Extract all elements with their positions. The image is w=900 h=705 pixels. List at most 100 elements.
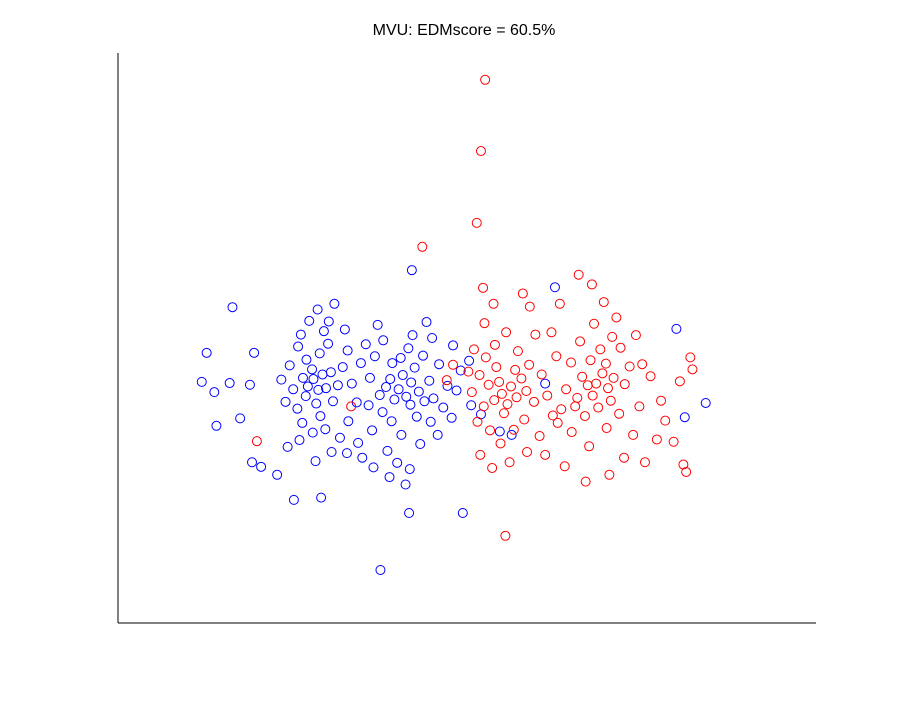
point bbox=[628, 429, 639, 440]
point bbox=[386, 416, 397, 427]
point bbox=[645, 371, 656, 382]
point bbox=[346, 378, 357, 389]
point bbox=[401, 391, 412, 402]
point bbox=[700, 397, 711, 408]
point bbox=[556, 404, 567, 415]
point bbox=[374, 390, 385, 400]
point bbox=[478, 401, 489, 412]
point bbox=[425, 416, 436, 427]
point bbox=[315, 411, 326, 422]
point bbox=[249, 347, 260, 358]
point bbox=[393, 384, 404, 395]
point bbox=[455, 365, 466, 376]
point bbox=[364, 372, 375, 383]
point bbox=[295, 329, 306, 340]
point bbox=[524, 301, 535, 312]
point bbox=[297, 417, 308, 428]
point bbox=[288, 384, 299, 395]
point bbox=[504, 457, 515, 468]
point bbox=[566, 357, 577, 368]
point bbox=[506, 429, 517, 440]
point bbox=[441, 375, 452, 386]
point bbox=[573, 269, 584, 280]
point bbox=[325, 367, 336, 378]
point bbox=[385, 374, 396, 385]
point bbox=[679, 412, 690, 423]
point bbox=[466, 400, 477, 411]
point bbox=[572, 392, 583, 403]
point bbox=[327, 396, 338, 407]
point bbox=[614, 408, 625, 419]
point bbox=[491, 362, 502, 373]
point bbox=[375, 564, 386, 575]
point bbox=[419, 396, 430, 407]
point bbox=[201, 347, 212, 358]
point bbox=[593, 402, 604, 413]
point bbox=[624, 361, 635, 372]
point bbox=[343, 416, 354, 427]
point bbox=[355, 358, 366, 369]
point bbox=[235, 413, 246, 424]
point bbox=[244, 379, 255, 390]
point bbox=[502, 399, 513, 410]
point bbox=[406, 377, 417, 388]
point bbox=[404, 464, 415, 475]
point bbox=[312, 304, 323, 315]
point bbox=[318, 326, 329, 337]
point bbox=[674, 376, 685, 387]
point bbox=[685, 352, 696, 363]
point bbox=[357, 452, 368, 463]
point bbox=[587, 390, 598, 401]
point bbox=[337, 362, 348, 373]
point bbox=[363, 400, 374, 411]
point bbox=[637, 359, 648, 370]
point bbox=[323, 316, 334, 327]
point bbox=[310, 456, 321, 467]
point bbox=[489, 395, 500, 406]
point bbox=[639, 457, 650, 468]
point bbox=[446, 412, 457, 423]
point bbox=[457, 507, 468, 518]
point bbox=[369, 351, 380, 362]
point bbox=[687, 364, 698, 375]
point bbox=[227, 302, 238, 313]
point bbox=[483, 379, 494, 390]
point bbox=[579, 411, 590, 422]
point bbox=[382, 445, 393, 456]
point bbox=[307, 364, 318, 375]
point bbox=[288, 494, 299, 505]
point bbox=[341, 448, 352, 459]
point bbox=[584, 441, 595, 452]
point bbox=[397, 370, 408, 381]
point bbox=[549, 282, 560, 293]
point bbox=[378, 335, 389, 346]
point bbox=[586, 279, 597, 290]
point bbox=[656, 395, 667, 406]
point bbox=[547, 410, 558, 421]
point bbox=[480, 352, 491, 363]
point bbox=[601, 423, 612, 434]
point bbox=[300, 391, 311, 402]
point bbox=[311, 398, 322, 409]
point bbox=[282, 441, 293, 452]
point bbox=[432, 429, 443, 440]
point bbox=[475, 449, 486, 460]
point bbox=[585, 355, 596, 366]
point bbox=[464, 355, 475, 366]
point bbox=[307, 427, 318, 438]
point bbox=[224, 378, 235, 389]
point bbox=[597, 368, 608, 379]
point bbox=[480, 74, 491, 85]
point bbox=[475, 146, 486, 157]
point bbox=[615, 342, 626, 353]
point bbox=[424, 375, 435, 386]
point bbox=[517, 288, 528, 299]
point bbox=[387, 358, 398, 369]
point bbox=[413, 386, 424, 397]
point bbox=[534, 431, 545, 442]
point bbox=[471, 217, 482, 228]
point bbox=[602, 383, 613, 394]
point bbox=[381, 382, 392, 393]
point bbox=[308, 374, 319, 385]
